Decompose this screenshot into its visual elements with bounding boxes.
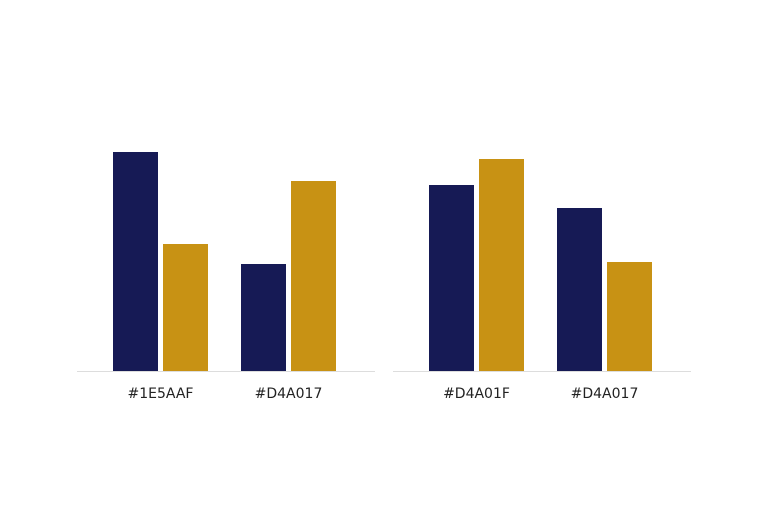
x-tick-label: #D4A017 bbox=[255, 386, 323, 402]
bar bbox=[429, 185, 474, 371]
x-tick-label: #1E5AAF bbox=[128, 386, 194, 402]
bar bbox=[163, 244, 208, 371]
x-tick-label: #D4A01F bbox=[443, 386, 510, 402]
bar bbox=[479, 159, 524, 371]
bar bbox=[607, 262, 652, 371]
bar bbox=[291, 181, 336, 371]
bar bbox=[241, 264, 286, 371]
bar bbox=[113, 152, 158, 371]
x-tick-label: #D4A017 bbox=[571, 386, 639, 402]
bar bbox=[557, 208, 602, 371]
